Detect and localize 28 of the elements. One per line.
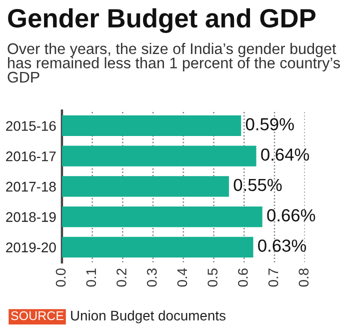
y-tick-label: 2018-19 — [6, 212, 56, 222]
y-tick-label: 2015-16 — [6, 121, 56, 131]
bar — [62, 115, 242, 136]
data-label: 0.64% — [261, 148, 310, 161]
x-tick-label: 0.0 — [56, 268, 66, 287]
y-tick-label: 2017-18 — [6, 182, 56, 192]
bar — [62, 146, 256, 166]
data-label: 0.59% — [246, 118, 294, 130]
data-label: 0.63% — [258, 240, 306, 252]
bar — [62, 236, 254, 258]
x-tick-label: 0.6 — [238, 268, 248, 287]
x-tick-label: 0.8 — [298, 268, 309, 287]
x-tick-label: 0.3 — [146, 268, 157, 287]
x-tick-label: 0.4 — [177, 268, 188, 287]
data-label: 0.55% — [234, 178, 282, 192]
chart-subtitle: Over the years, the size of India’s gender budget has remained less than 1 percent of the country’s GDP — [8, 42, 340, 83]
chart-title: Gender Budget and GDP — [8, 8, 316, 33]
x-tick-label: 0.7 — [268, 268, 278, 287]
bar — [62, 206, 262, 228]
text: Union Budget documents — [71, 310, 226, 324]
y-tick-label: 2016-17 — [6, 151, 56, 162]
data-label: 0.66% — [267, 209, 316, 222]
x-tick-label: 0.1 — [86, 268, 96, 287]
x-tick-label: 0.2 — [116, 268, 126, 287]
text: SOURCE — [11, 311, 64, 320]
x-tick-label: 0.5 — [208, 268, 218, 287]
y-tick-label: 2019-20 — [6, 242, 56, 252]
bar — [62, 176, 229, 197]
